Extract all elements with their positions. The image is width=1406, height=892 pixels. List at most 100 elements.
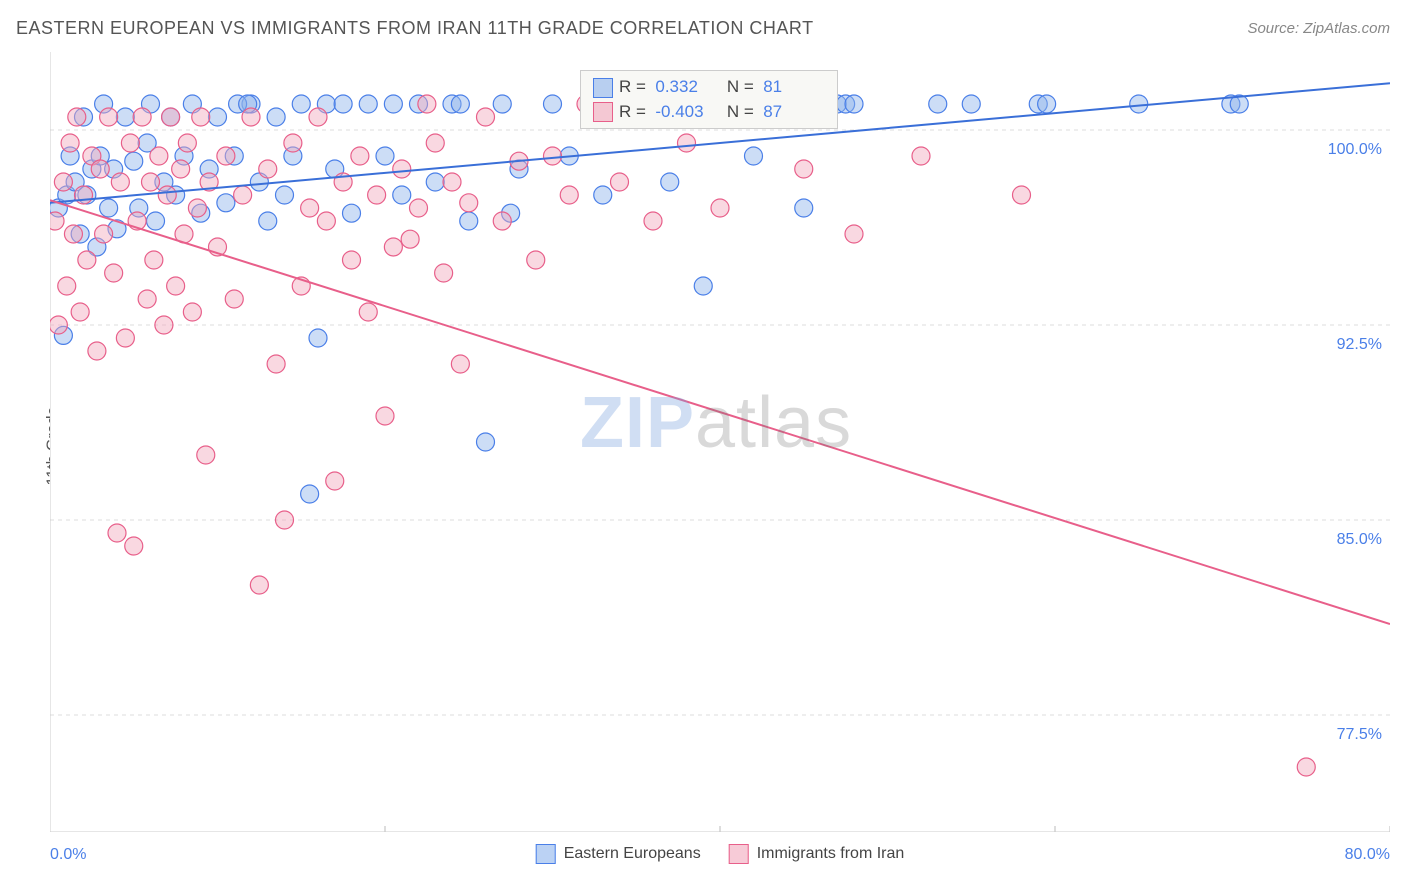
stat-r-iran: -0.403	[655, 102, 717, 122]
data-point-eastern	[451, 95, 469, 113]
data-point-iran	[155, 316, 173, 334]
scatter-chart-svg: 77.5%85.0%92.5%100.0%	[50, 52, 1390, 832]
data-point-iran	[418, 95, 436, 113]
data-point-eastern	[259, 212, 277, 230]
data-point-eastern	[845, 95, 863, 113]
data-point-iran	[225, 290, 243, 308]
data-point-iran	[259, 160, 277, 178]
data-point-iran	[68, 108, 86, 126]
stat-row-iran: R = -0.403 N = 87	[593, 102, 825, 123]
data-point-iran	[443, 173, 461, 191]
data-point-eastern	[962, 95, 980, 113]
data-point-iran	[250, 576, 268, 594]
data-point-iran	[50, 316, 67, 334]
data-point-iran	[368, 186, 386, 204]
data-point-eastern	[376, 147, 394, 165]
data-point-eastern	[147, 212, 165, 230]
data-point-iran	[91, 160, 109, 178]
data-point-iran	[1013, 186, 1031, 204]
data-point-iran	[88, 342, 106, 360]
data-point-eastern	[209, 108, 227, 126]
data-point-iran	[1297, 758, 1315, 776]
data-point-eastern	[359, 95, 377, 113]
legend-item-eastern: Eastern Europeans	[536, 844, 701, 864]
data-point-eastern	[661, 173, 679, 191]
data-point-eastern	[493, 95, 511, 113]
x-axis-min-label: 0.0%	[50, 846, 86, 864]
data-point-iran	[460, 194, 478, 212]
data-point-eastern	[334, 95, 352, 113]
data-point-eastern	[301, 485, 319, 503]
data-point-iran	[284, 134, 302, 152]
data-point-iran	[108, 524, 126, 542]
data-point-iran	[192, 108, 210, 126]
legend-label-iran: Immigrants from Iran	[757, 845, 905, 863]
data-point-iran	[477, 108, 495, 126]
data-point-iran	[544, 147, 562, 165]
data-point-eastern	[309, 329, 327, 347]
plot-area: 77.5%85.0%92.5%100.0% ZIPatlas R = 0.332…	[50, 52, 1390, 832]
data-point-eastern	[745, 147, 763, 165]
data-point-iran	[158, 186, 176, 204]
data-point-iran	[426, 134, 444, 152]
data-point-iran	[267, 355, 285, 373]
data-point-iran	[527, 251, 545, 269]
data-point-iran	[142, 173, 160, 191]
data-point-eastern	[544, 95, 562, 113]
legend-swatch-iran	[729, 844, 749, 864]
data-point-iran	[50, 212, 64, 230]
data-point-iran	[234, 186, 252, 204]
data-point-iran	[58, 277, 76, 295]
data-point-iran	[326, 472, 344, 490]
data-point-iran	[644, 212, 662, 230]
data-point-iran	[116, 329, 134, 347]
data-point-iran	[64, 225, 82, 243]
x-axis-row: 0.0% 80.0% Eastern Europeans Immigrants f…	[50, 838, 1390, 878]
data-point-eastern	[393, 186, 411, 204]
data-point-iran	[560, 186, 578, 204]
stat-n-iran: 87	[763, 102, 825, 122]
data-point-iran	[61, 134, 79, 152]
data-point-iran	[78, 251, 96, 269]
x-axis-max-label: 80.0%	[1345, 846, 1390, 864]
stat-swatch-eastern	[593, 78, 613, 98]
data-point-eastern	[116, 108, 134, 126]
legend-swatch-eastern	[536, 844, 556, 864]
stat-swatch-iran	[593, 102, 613, 122]
stat-n-eastern: 81	[763, 77, 825, 97]
data-point-iran	[121, 134, 139, 152]
data-point-iran	[125, 537, 143, 555]
data-point-eastern	[343, 204, 361, 222]
data-point-iran	[845, 225, 863, 243]
data-point-iran	[493, 212, 511, 230]
series-legend: Eastern Europeans Immigrants from Iran	[536, 844, 905, 864]
data-point-iran	[167, 277, 185, 295]
data-point-iran	[317, 212, 335, 230]
data-point-iran	[178, 134, 196, 152]
data-point-iran	[183, 303, 201, 321]
data-point-iran	[678, 134, 696, 152]
data-point-iran	[95, 225, 113, 243]
y-tick-label: 77.5%	[1337, 726, 1382, 743]
data-point-iran	[150, 147, 168, 165]
data-point-iran	[451, 355, 469, 373]
data-point-eastern	[125, 152, 143, 170]
legend-label-eastern: Eastern Europeans	[564, 845, 701, 863]
data-point-iran	[197, 446, 215, 464]
data-point-iran	[71, 303, 89, 321]
data-point-iran	[111, 173, 129, 191]
data-point-eastern	[460, 212, 478, 230]
data-point-iran	[711, 199, 729, 217]
data-point-iran	[376, 407, 394, 425]
data-point-iran	[343, 251, 361, 269]
data-point-iran	[393, 160, 411, 178]
data-point-eastern	[292, 95, 310, 113]
data-point-iran	[276, 511, 294, 529]
data-point-iran	[359, 303, 377, 321]
data-point-eastern	[929, 95, 947, 113]
source-attribution: Source: ZipAtlas.com	[1247, 20, 1390, 37]
data-point-iran	[401, 230, 419, 248]
data-point-iran	[309, 108, 327, 126]
data-point-iran	[611, 173, 629, 191]
data-point-iran	[133, 108, 151, 126]
